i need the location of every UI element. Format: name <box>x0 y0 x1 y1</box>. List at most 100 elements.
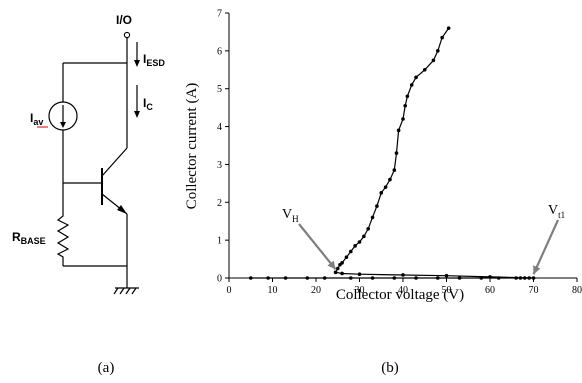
data-point <box>394 151 399 155</box>
data-point <box>527 276 531 280</box>
source-arrowhead <box>60 122 66 128</box>
annotations: VH Vt1 <box>282 203 565 275</box>
data-point <box>370 215 375 220</box>
io-label: I/O <box>116 13 132 27</box>
data-point <box>422 67 427 72</box>
y-tick-label: 6 <box>217 46 222 57</box>
data-point <box>414 276 418 280</box>
data-point <box>335 266 340 271</box>
series-line <box>250 27 534 279</box>
circuit-schematic: I/O IESD IC Iav RBASE <box>12 13 165 295</box>
x-tick-label: 40 <box>398 285 408 296</box>
data-point <box>305 276 310 280</box>
data-point <box>436 276 440 280</box>
y-tick-label: 1 <box>217 236 222 247</box>
ground-hatch <box>119 287 125 295</box>
caption-b: (b) <box>381 360 399 376</box>
avalanche-current-label: Iav <box>30 111 43 127</box>
data-point <box>396 128 401 133</box>
axis-ticks: 0 10 20 30 40 50 60 70 80 0 1 2 3 4 5 6 7 <box>217 9 582 297</box>
data-point <box>349 249 353 254</box>
data-point <box>344 255 349 259</box>
x-tick-label: 10 <box>268 285 278 296</box>
data-point <box>488 275 492 279</box>
data-point <box>409 83 414 87</box>
y-tick-label: 4 <box>217 122 222 133</box>
annotation-label: Vt1 <box>548 203 565 220</box>
data-point <box>248 276 253 280</box>
data-point <box>457 276 462 280</box>
y-tick-label: 5 <box>217 84 222 95</box>
collector-arrowhead <box>134 111 140 118</box>
data-point <box>414 75 418 80</box>
data-point <box>531 276 536 280</box>
data-point <box>403 103 407 108</box>
data-point <box>370 276 375 280</box>
y-tick-label: 3 <box>217 160 222 171</box>
x-tick-label: 80 <box>572 285 582 296</box>
ground-hatch <box>125 287 131 295</box>
data-point <box>388 177 392 182</box>
esd-arrowhead <box>134 60 140 67</box>
data-point <box>379 191 384 195</box>
y-tick-label: 2 <box>217 198 222 209</box>
data-point <box>446 26 451 30</box>
ground-hatch <box>131 287 137 295</box>
data-point <box>340 271 344 276</box>
data-point <box>440 35 444 40</box>
base-resistor-label: RBASE <box>12 230 46 246</box>
x-tick-label: 0 <box>227 285 232 296</box>
annotation-arrowhead <box>327 260 336 270</box>
data-point <box>375 204 379 208</box>
y-tick-label: 0 <box>217 274 222 285</box>
esd-current-label: IESD <box>143 52 165 68</box>
data-point <box>353 244 357 248</box>
y-tick-label: 7 <box>217 9 222 20</box>
data-point <box>436 49 440 53</box>
x-tick-label: 50 <box>442 285 452 296</box>
data-point <box>479 276 484 280</box>
ground-hatch <box>113 287 119 295</box>
data-point <box>514 276 518 280</box>
data-point <box>523 276 527 280</box>
annotation-arrowhead <box>533 265 541 275</box>
data-point <box>322 276 327 280</box>
data-point <box>444 273 449 278</box>
data-point <box>518 276 523 280</box>
data-point <box>340 261 344 265</box>
data-point <box>349 276 353 280</box>
data-point <box>283 276 288 280</box>
x-tick-label: 30 <box>355 285 365 296</box>
data-point <box>362 234 366 239</box>
data-point <box>401 273 405 277</box>
data-point <box>266 276 270 280</box>
annotation-arrow <box>298 223 337 271</box>
data-point <box>366 226 371 231</box>
io-terminal <box>123 31 131 39</box>
data-point <box>431 58 436 63</box>
caption-a: (a) <box>98 360 115 376</box>
x-tick-label: 20 <box>311 285 321 296</box>
x-tick-label: 70 <box>529 285 539 296</box>
iv-chart: 0 10 20 30 40 50 60 70 80 0 1 2 3 4 5 6 7 VH Vt1 Collecto… <box>184 9 582 304</box>
data-point <box>392 168 397 172</box>
data-point <box>401 117 405 121</box>
x-axis-title: Collector voltage (V) <box>336 287 464 303</box>
annotation-arrow <box>532 219 560 275</box>
transistor-collector-lead <box>101 147 128 177</box>
data-point <box>357 272 362 277</box>
collector-current-label: IC <box>143 96 153 112</box>
data-point <box>357 240 362 244</box>
annotation-label: VH <box>282 207 299 224</box>
data-point <box>333 270 338 275</box>
data-point <box>405 94 410 99</box>
data-point <box>496 276 501 280</box>
emitter-arrow <box>117 205 127 214</box>
y-axis-title: Collector current (A) <box>184 83 200 210</box>
data-point <box>392 276 397 280</box>
data-point <box>383 185 388 189</box>
data-series <box>248 26 536 280</box>
x-tick-label: 60 <box>485 285 495 296</box>
base-resistor <box>56 212 70 262</box>
